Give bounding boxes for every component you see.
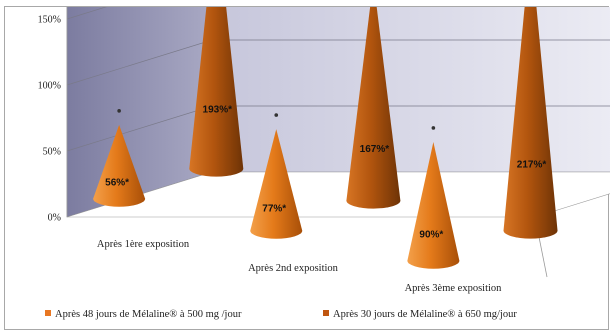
cone-body bbox=[407, 141, 460, 269]
cone: 217%* bbox=[503, 7, 558, 239]
y-tick-label: 100% bbox=[38, 81, 61, 92]
data-label: 167%* bbox=[360, 144, 390, 155]
cone-marker bbox=[117, 109, 121, 113]
data-label: 193%* bbox=[203, 105, 233, 116]
category-label: Après 3ème exposition bbox=[405, 283, 503, 294]
cone-body bbox=[503, 7, 558, 239]
cone: 167%* bbox=[346, 7, 401, 209]
data-label: 56%* bbox=[105, 177, 129, 188]
cone-body bbox=[346, 7, 401, 209]
cone-body bbox=[250, 129, 303, 239]
cone: 77%* bbox=[250, 113, 303, 239]
cone: 56%* bbox=[93, 109, 146, 207]
category-label: Après 1ère exposition bbox=[97, 239, 190, 250]
data-label: 217%* bbox=[517, 160, 547, 171]
cone-body bbox=[93, 124, 146, 207]
floor bbox=[66, 171, 610, 218]
y-tick-label: 150% bbox=[38, 15, 61, 26]
chart-frame: 0%50%100%150%200%250% 193%*167%*217%*56%… bbox=[4, 6, 610, 330]
y-tick-label: 50% bbox=[43, 147, 61, 158]
category-label: Après 2nd exposition bbox=[248, 263, 339, 274]
cone-body bbox=[189, 7, 244, 177]
cone-marker bbox=[431, 126, 436, 130]
cone-marker bbox=[274, 113, 279, 117]
data-label: 77%* bbox=[262, 203, 286, 214]
cone: 193%* bbox=[189, 7, 244, 177]
cone: 90%* bbox=[407, 126, 460, 269]
legend-swatch bbox=[45, 310, 51, 316]
legend-swatch bbox=[323, 310, 329, 316]
data-label: 90%* bbox=[419, 230, 443, 241]
legend-label: Après 48 jours de Mélaline® à 500 mg /jo… bbox=[55, 309, 242, 320]
legend-label: Après 30 jours de Mélaline® à 650 mg/jou… bbox=[333, 309, 517, 320]
cone-chart: 0%50%100%150%200%250% 193%*167%*217%*56%… bbox=[38, 7, 610, 320]
y-tick-label: 0% bbox=[48, 213, 61, 224]
